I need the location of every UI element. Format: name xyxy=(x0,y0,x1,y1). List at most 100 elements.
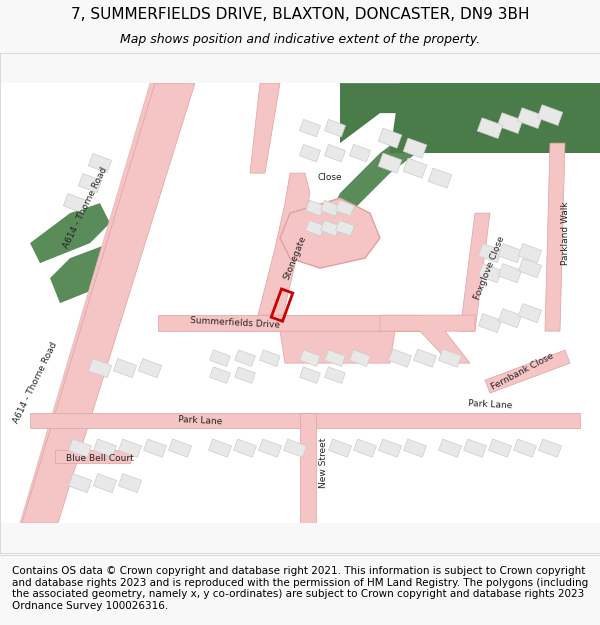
Polygon shape xyxy=(497,112,523,134)
Polygon shape xyxy=(390,83,600,143)
Polygon shape xyxy=(430,83,600,143)
Polygon shape xyxy=(499,264,521,282)
Polygon shape xyxy=(113,359,137,378)
Polygon shape xyxy=(499,244,521,262)
Polygon shape xyxy=(88,359,112,378)
Polygon shape xyxy=(280,331,395,363)
Polygon shape xyxy=(325,119,346,137)
Polygon shape xyxy=(350,350,370,366)
Polygon shape xyxy=(169,439,191,457)
Text: A614 - Thorne Road: A614 - Thorne Road xyxy=(11,341,59,425)
Polygon shape xyxy=(488,439,511,457)
Polygon shape xyxy=(335,220,355,236)
Polygon shape xyxy=(30,203,110,263)
Polygon shape xyxy=(379,439,401,457)
Polygon shape xyxy=(478,314,502,332)
Polygon shape xyxy=(79,174,101,192)
Polygon shape xyxy=(88,154,112,173)
Polygon shape xyxy=(439,439,461,457)
Polygon shape xyxy=(439,349,461,367)
Polygon shape xyxy=(258,173,310,315)
Polygon shape xyxy=(209,350,230,366)
Text: Close: Close xyxy=(317,173,343,182)
Polygon shape xyxy=(389,349,412,367)
Polygon shape xyxy=(537,105,563,126)
Polygon shape xyxy=(485,350,570,393)
Polygon shape xyxy=(22,83,195,523)
Polygon shape xyxy=(517,107,543,129)
Polygon shape xyxy=(260,350,280,366)
Polygon shape xyxy=(299,119,320,137)
Polygon shape xyxy=(353,439,376,457)
Polygon shape xyxy=(119,439,142,457)
Polygon shape xyxy=(518,259,542,278)
Polygon shape xyxy=(30,413,580,428)
Text: A614 - Thorne Road: A614 - Thorne Road xyxy=(61,166,109,250)
Polygon shape xyxy=(330,83,600,213)
Polygon shape xyxy=(320,220,340,236)
Polygon shape xyxy=(259,439,281,457)
Polygon shape xyxy=(139,359,161,378)
Polygon shape xyxy=(209,439,232,457)
Polygon shape xyxy=(20,83,185,523)
Text: Stonegate: Stonegate xyxy=(282,235,308,281)
Text: 7, SUMMERFIELDS DRIVE, BLAXTON, DONCASTER, DN9 3BH: 7, SUMMERFIELDS DRIVE, BLAXTON, DONCASTE… xyxy=(71,8,529,22)
Polygon shape xyxy=(209,367,230,383)
Polygon shape xyxy=(514,439,536,457)
Polygon shape xyxy=(300,413,316,523)
Polygon shape xyxy=(390,83,600,153)
Polygon shape xyxy=(478,244,502,262)
Polygon shape xyxy=(64,194,86,213)
Polygon shape xyxy=(404,439,427,457)
Polygon shape xyxy=(50,243,120,303)
Polygon shape xyxy=(378,128,402,148)
Polygon shape xyxy=(325,367,346,383)
Polygon shape xyxy=(235,367,256,383)
Polygon shape xyxy=(518,244,542,262)
Polygon shape xyxy=(378,153,402,173)
Polygon shape xyxy=(250,83,280,173)
Polygon shape xyxy=(464,439,487,457)
Text: Summerfields Drive: Summerfields Drive xyxy=(190,316,280,330)
Polygon shape xyxy=(349,144,371,162)
Text: Map shows position and indicative extent of the property.: Map shows position and indicative extent… xyxy=(120,33,480,46)
Polygon shape xyxy=(413,349,436,367)
Text: New Street: New Street xyxy=(319,438,328,488)
Polygon shape xyxy=(299,144,320,162)
Polygon shape xyxy=(55,450,130,463)
Polygon shape xyxy=(403,158,427,178)
Polygon shape xyxy=(477,118,503,139)
Polygon shape xyxy=(403,138,427,158)
Text: Park Lane: Park Lane xyxy=(467,399,512,411)
Polygon shape xyxy=(94,439,116,457)
Polygon shape xyxy=(158,315,420,331)
Text: Park Lane: Park Lane xyxy=(178,416,223,427)
Polygon shape xyxy=(299,367,320,383)
Polygon shape xyxy=(68,439,91,457)
Polygon shape xyxy=(143,439,166,457)
Text: Contains OS data © Crown copyright and database right 2021. This information is : Contains OS data © Crown copyright and d… xyxy=(12,566,588,611)
Polygon shape xyxy=(118,474,142,492)
Polygon shape xyxy=(545,143,565,331)
Text: Foxglove Close: Foxglove Close xyxy=(473,235,507,301)
Polygon shape xyxy=(94,474,116,492)
Polygon shape xyxy=(340,83,600,143)
Polygon shape xyxy=(233,439,256,457)
Polygon shape xyxy=(539,439,562,457)
Polygon shape xyxy=(518,304,542,322)
Polygon shape xyxy=(235,350,256,366)
Text: Blue Bell Court: Blue Bell Court xyxy=(66,454,134,462)
Polygon shape xyxy=(305,220,325,236)
Polygon shape xyxy=(428,168,452,188)
Polygon shape xyxy=(284,439,307,457)
Polygon shape xyxy=(335,200,355,216)
Text: Fernbank Close: Fernbank Close xyxy=(489,351,555,391)
Text: Parkland Walk: Parkland Walk xyxy=(560,201,569,265)
Polygon shape xyxy=(380,315,475,363)
Polygon shape xyxy=(305,200,325,216)
Polygon shape xyxy=(478,264,502,282)
Polygon shape xyxy=(68,474,92,492)
Polygon shape xyxy=(320,200,340,216)
Polygon shape xyxy=(499,309,521,328)
Polygon shape xyxy=(460,213,490,331)
